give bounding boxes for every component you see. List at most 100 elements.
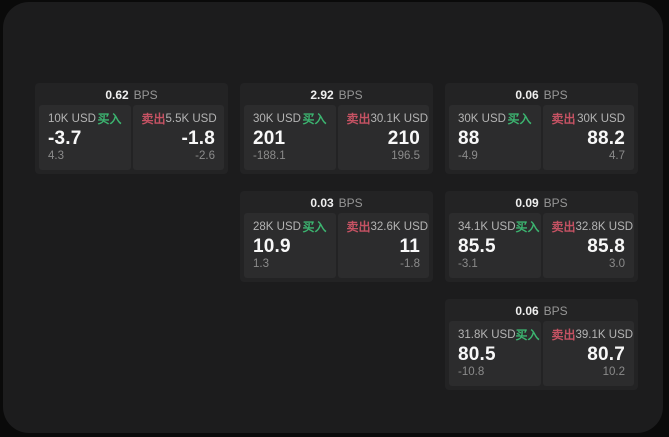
bps-value: 0.06 [515,303,539,318]
sell-header-row: 卖出 32.8K USD [551,220,634,234]
sell-size: 30K USD [577,113,625,125]
sell-price: -1.8 [181,127,215,149]
bps-value: 2.92 [310,87,334,102]
sell-size: 39.1K USD [575,329,634,341]
sell-header-row: 卖出 5.5K USD [141,112,217,126]
sell-size: 30.1K USD [370,113,429,125]
bps-unit-label: BPS [338,195,363,210]
bps-value: 0.09 [515,195,539,210]
buy-price: 80.5 [458,343,496,365]
bps-unit-label: BPS [338,87,363,102]
card-header: 0.62 BPS [35,83,228,105]
bps-unit-label: BPS [543,303,568,318]
buy-delta: -10.8 [458,366,485,378]
sell-delta: 10.2 [602,366,625,378]
buy-size: 31.8K USD [458,329,516,341]
bps-value: 0.06 [515,87,539,102]
sell-label: 卖出 [551,328,576,342]
sell-price: 80.7 [587,343,625,365]
buy-price: 10.9 [253,235,291,257]
buy-delta: -4.9 [458,150,478,162]
sell-header-row: 卖出 30K USD [552,113,626,126]
card-body: 30K USD 买入 88 -4.9 卖出 30K USD 88.2 4.7 [445,105,638,174]
card-body: 34.1K USD 买入 85.5 -3.1 卖出 32.8K USD 85.8… [445,213,638,282]
buy-price: 88 [458,127,480,149]
buy-header-row: 10K USD 买入 [48,113,122,126]
buy-header-row: 31.8K USD 买入 [458,329,540,342]
quote-card-grid: 0.62 BPS 10K USD 买入 -3.7 4.3 卖出 5.5K USD… [35,83,638,390]
buy-panel[interactable]: 30K USD 买入 88 -4.9 [449,105,541,170]
buy-panel[interactable]: 10K USD 买入 -3.7 4.3 [39,105,131,170]
sell-panel[interactable]: 卖出 39.1K USD 80.7 10.2 [542,321,634,386]
card-body: 10K USD 买入 -3.7 4.3 卖出 5.5K USD -1.8 -2.… [35,105,228,174]
sell-delta: -2.6 [195,150,215,162]
sell-label: 卖出 [346,220,371,234]
sell-header-row: 卖出 30.1K USD [346,112,429,126]
card-body: 28K USD 买入 10.9 1.3 卖出 32.6K USD 11 -1.8 [240,213,433,282]
buy-panel[interactable]: 30K USD 买入 201 -188.1 [244,105,336,170]
buy-label: 买入 [97,112,122,126]
buy-header-row: 30K USD 买入 [458,113,532,126]
sell-panel[interactable]: 卖出 5.5K USD -1.8 -2.6 [132,105,224,170]
sell-delta: 3.0 [609,258,625,270]
buy-label: 买入 [515,328,540,342]
buy-size: 34.1K USD [458,221,516,233]
sell-panel[interactable]: 卖出 30K USD 88.2 4.7 [542,105,634,170]
quote-card[interactable]: 0.06 BPS 31.8K USD 买入 80.5 -10.8 卖出 39.1… [445,299,638,390]
buy-delta: -3.1 [458,258,478,270]
card-header: 0.09 BPS [445,191,638,213]
sell-panel[interactable]: 卖出 32.8K USD 85.8 3.0 [542,213,634,278]
sell-panel[interactable]: 卖出 32.6K USD 11 -1.8 [337,213,429,278]
buy-size: 30K USD [253,113,301,125]
buy-delta: 4.3 [48,150,64,162]
sell-price: 88.2 [587,127,625,149]
sell-header-row: 卖出 32.6K USD [346,220,429,234]
sell-size: 32.6K USD [370,221,429,233]
sell-label: 卖出 [141,112,166,126]
sell-price: 85.8 [587,235,625,257]
bps-value: 0.62 [105,87,129,102]
sell-delta: 196.5 [391,150,420,162]
buy-header-row: 30K USD 买入 [253,113,327,126]
sell-price: 210 [387,127,420,149]
bps-value: 0.03 [310,195,334,210]
buy-panel[interactable]: 31.8K USD 买入 80.5 -10.8 [449,321,541,386]
buy-size: 10K USD [48,113,96,125]
sell-label: 卖出 [551,220,576,234]
quote-card[interactable]: 0.03 BPS 28K USD 买入 10.9 1.3 卖出 32.6K US… [240,191,433,282]
buy-price: 201 [253,127,286,149]
sell-size: 32.8K USD [575,221,634,233]
sell-label: 卖出 [551,112,576,126]
card-header: 0.06 BPS [445,83,638,105]
card-header: 2.92 BPS [240,83,433,105]
sell-delta: -1.8 [400,258,420,270]
card-header: 0.06 BPS [445,299,638,321]
card-header: 0.03 BPS [240,191,433,213]
quote-card[interactable]: 0.62 BPS 10K USD 买入 -3.7 4.3 卖出 5.5K USD… [35,83,228,174]
bps-unit-label: BPS [543,87,568,102]
sell-header-row: 卖出 39.1K USD [551,328,634,342]
sell-label: 卖出 [346,112,371,126]
buy-price: -3.7 [48,127,82,149]
quote-card[interactable]: 2.92 BPS 30K USD 买入 201 -188.1 卖出 30.1K … [240,83,433,174]
buy-size: 30K USD [458,113,506,125]
buy-label: 买入 [507,112,532,126]
bps-unit-label: BPS [133,87,158,102]
app-panel: 0.62 BPS 10K USD 买入 -3.7 4.3 卖出 5.5K USD… [3,2,663,433]
card-body: 31.8K USD 买入 80.5 -10.8 卖出 39.1K USD 80.… [445,321,638,390]
buy-delta: -188.1 [253,150,286,162]
buy-panel[interactable]: 28K USD 买入 10.9 1.3 [244,213,336,278]
bps-unit-label: BPS [543,195,568,210]
buy-panel[interactable]: 34.1K USD 买入 85.5 -3.1 [449,213,541,278]
sell-delta: 4.7 [609,150,625,162]
quote-card[interactable]: 0.09 BPS 34.1K USD 买入 85.5 -3.1 卖出 32.8K… [445,191,638,282]
buy-header-row: 28K USD 买入 [253,221,327,234]
card-body: 30K USD 买入 201 -188.1 卖出 30.1K USD 210 1… [240,105,433,174]
buy-label: 买入 [515,220,540,234]
buy-delta: 1.3 [253,258,269,270]
sell-panel[interactable]: 卖出 30.1K USD 210 196.5 [337,105,429,170]
buy-price: 85.5 [458,235,496,257]
buy-size: 28K USD [253,221,301,233]
quote-card[interactable]: 0.06 BPS 30K USD 买入 88 -4.9 卖出 30K USD 8… [445,83,638,174]
buy-label: 买入 [302,220,327,234]
